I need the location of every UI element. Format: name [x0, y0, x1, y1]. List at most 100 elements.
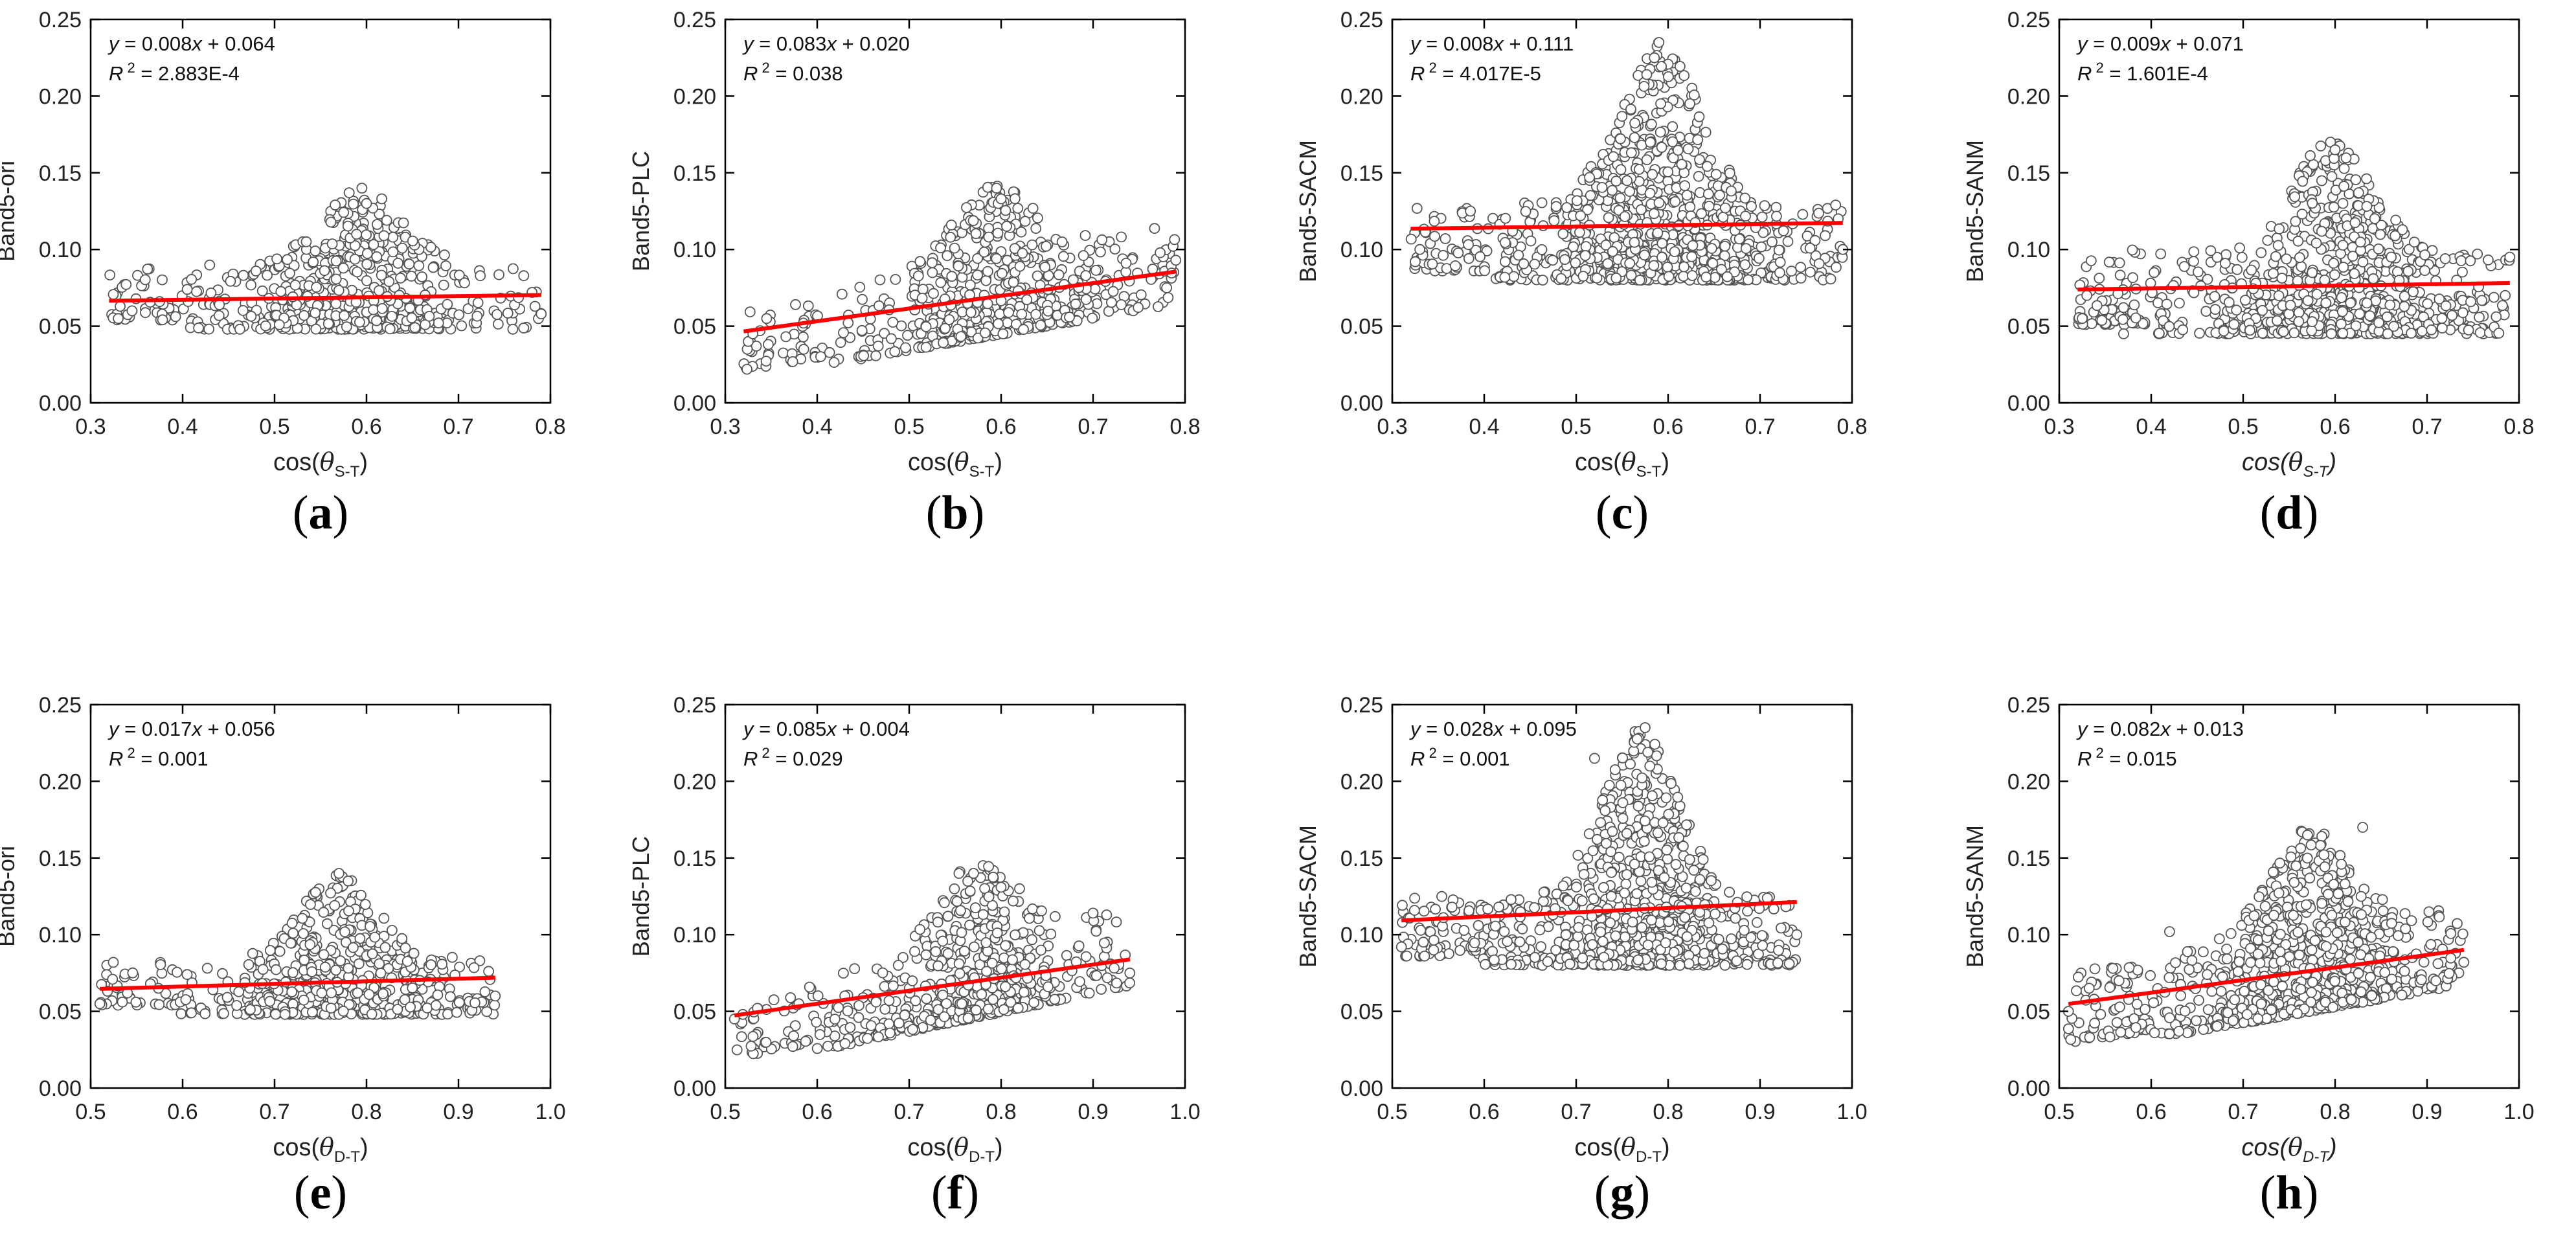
x-tick-label: 0.8 — [535, 414, 565, 439]
scatter-point — [1135, 289, 1147, 301]
scatter-point — [454, 961, 465, 973]
scatter-point — [970, 1004, 982, 1016]
scatter-point — [1813, 207, 1824, 219]
scatter-point — [2439, 253, 2451, 264]
scatter-point — [2403, 244, 2415, 255]
scatter-point — [1405, 233, 1417, 245]
scatter-point — [170, 311, 181, 323]
scatter-point — [2337, 328, 2349, 339]
scatter-points — [1405, 37, 1849, 286]
scatter-point — [1083, 987, 1095, 999]
scatter-point — [2296, 209, 2308, 220]
scatter-point — [404, 302, 416, 313]
scatter-point — [1702, 161, 1713, 172]
y-tick-label: 0.00 — [39, 1076, 82, 1101]
scatter-point — [1000, 981, 1011, 992]
scatter-point — [2319, 274, 2331, 286]
scatter-point — [335, 955, 346, 967]
scatter-point — [902, 330, 913, 341]
scatter-point — [1057, 251, 1069, 262]
scatter-point — [1090, 264, 1102, 276]
scatter-point — [1162, 291, 1174, 303]
scatter-point — [1008, 277, 1019, 288]
scatter-point — [2349, 268, 2360, 279]
scatter-point — [822, 1041, 833, 1052]
scatter-point — [780, 331, 792, 343]
scatter-point — [1681, 189, 1693, 201]
scatter-point — [2357, 256, 2369, 268]
scatter-point — [1039, 262, 1051, 273]
scatter-point — [2446, 310, 2458, 321]
x-tick-label: 0.7 — [2412, 414, 2442, 439]
scatter-point — [1782, 236, 1794, 247]
scatter-point — [107, 289, 119, 301]
scatter-point — [1770, 201, 1782, 213]
y-tick-label: 0.10 — [39, 923, 82, 948]
scatter-point — [1813, 258, 1825, 269]
scatter-point — [966, 306, 977, 318]
scatter-point — [1687, 240, 1699, 251]
scatter-point — [2406, 328, 2417, 339]
scatter-point — [203, 323, 215, 335]
scatter-point — [2164, 321, 2175, 332]
scatter-point — [1096, 984, 1107, 995]
scatter-point — [319, 961, 331, 973]
x-tick-label: 0.7 — [443, 414, 473, 439]
scatter-point — [1535, 941, 1547, 953]
scatter-point — [1153, 301, 1164, 312]
scatter-point — [536, 308, 547, 320]
scatter-point — [870, 350, 881, 361]
scatter-point — [2307, 316, 2318, 328]
scatter-point — [2188, 246, 2200, 258]
scatter-point — [1773, 244, 1785, 256]
scatter-point — [877, 967, 888, 979]
scatter-point — [2270, 251, 2281, 262]
scatter-point — [2338, 181, 2349, 192]
scatter-point — [932, 960, 944, 971]
scatter-point — [1649, 52, 1660, 63]
scatter-point — [1536, 197, 1548, 209]
scatter-point — [376, 269, 387, 281]
scatter-point — [442, 1008, 453, 1020]
scatter-point — [1096, 234, 1108, 245]
scatter-point — [1742, 905, 1753, 917]
scatter-point — [1696, 208, 1707, 220]
scatter-point — [225, 275, 236, 287]
scatter-point — [2257, 328, 2268, 339]
scatter-point — [2476, 295, 2487, 306]
scatter-point — [237, 304, 249, 316]
scatter-point — [964, 279, 976, 291]
scatter-point — [1012, 1003, 1024, 1014]
regression-line — [2077, 281, 2510, 292]
scatter-point — [1019, 959, 1031, 970]
scatter-point — [958, 946, 970, 957]
scatter-point — [338, 207, 350, 218]
scatter-point — [453, 269, 465, 281]
scatter-point — [972, 269, 983, 281]
scatter-point — [1646, 119, 1657, 130]
scatter-point — [993, 318, 1004, 330]
scatter-point — [1768, 903, 1779, 914]
y-tick-label: 0.20 — [673, 84, 716, 109]
scatter-point — [326, 238, 338, 250]
scatter-point — [972, 253, 983, 264]
scatter-point — [835, 337, 846, 348]
scatter-point — [2231, 304, 2243, 316]
scatter-point — [1102, 972, 1113, 984]
scatter-point — [2118, 302, 2129, 313]
scatter-point — [1463, 253, 1474, 264]
scatter-point — [2397, 224, 2408, 236]
scatter-point — [1499, 236, 1511, 248]
scatter-point — [2474, 327, 2486, 338]
scatter-point — [2382, 328, 2393, 339]
scatter-point — [1694, 153, 1705, 165]
scatter-point — [205, 287, 217, 299]
scatter-point — [2440, 300, 2452, 312]
x-tick-label: 0.3 — [75, 414, 106, 439]
scatter-point — [2483, 254, 2494, 266]
scatter-point — [2364, 310, 2375, 322]
panel-label-f: (f) — [931, 1166, 979, 1220]
scatter-point — [339, 310, 350, 321]
x-axis-label: cos(θD-T) — [907, 1133, 1002, 1166]
scatter-point — [1479, 265, 1491, 277]
